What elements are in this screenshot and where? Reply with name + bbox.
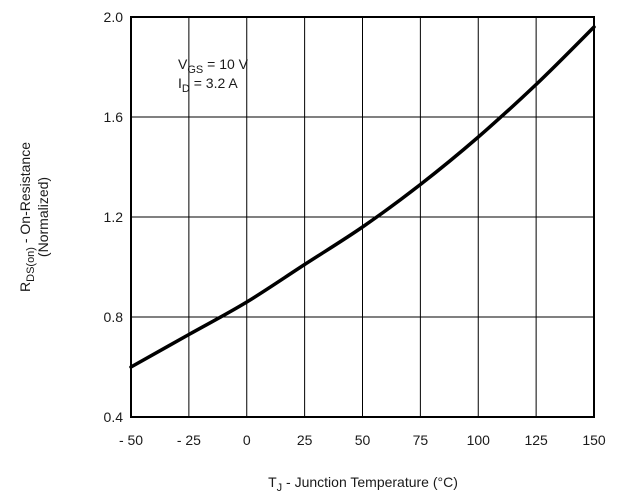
y-tick-label: 1.2 xyxy=(104,209,124,225)
x-tick-label: 100 xyxy=(467,432,491,448)
plot-frame xyxy=(130,16,595,418)
y-axis-label-line1: RDS(on) - On-Resistance xyxy=(17,142,37,292)
x-tick-label: 75 xyxy=(413,432,429,448)
x-tick-label: 25 xyxy=(297,432,313,448)
x-tick-label: - 50 xyxy=(119,432,143,448)
x-tick-label: 0 xyxy=(243,432,251,448)
y-tick-label: 0.8 xyxy=(104,309,124,325)
series-line xyxy=(129,25,596,369)
y-tick-label: 0.4 xyxy=(104,409,124,425)
y-tick-label: 2.0 xyxy=(104,9,124,25)
y-tick-label: 1.6 xyxy=(104,109,124,125)
y-axis-ticks: 0.4 0.8 1.2 1.6 2.0 xyxy=(104,9,124,425)
x-tick-label: 50 xyxy=(355,432,371,448)
annotation-id: ID = 3.2 A xyxy=(178,75,238,95)
annotation-vgs: VGS = 10 V xyxy=(178,56,249,76)
x-tick-label: 150 xyxy=(582,432,606,448)
y-axis-label: RDS(on) - On-Resistance (Normalized) xyxy=(17,142,51,292)
y-axis-label-line2: (Normalized) xyxy=(35,177,51,257)
x-axis-label: TJ - Junction Temperature (°C) xyxy=(268,474,458,494)
x-tick-label: - 25 xyxy=(177,432,201,448)
x-tick-label: 125 xyxy=(524,432,548,448)
x-axis-ticks: - 50 - 25 0 25 50 75 100 125 150 xyxy=(119,432,606,448)
